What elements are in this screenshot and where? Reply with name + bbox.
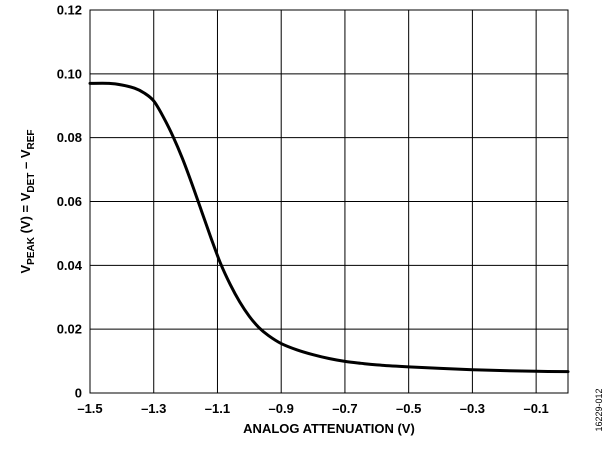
x-axis-tick-labels: –1.5 –1.3 –1.1 –0.9 –0.7 –0.5 –0.3 –0.1	[77, 401, 548, 416]
x-tick-label: –1.3	[141, 401, 166, 416]
x-tick-label: –0.1	[523, 401, 548, 416]
x-tick-label: –0.3	[460, 401, 485, 416]
y-axis-title-part: (V) = V	[18, 192, 33, 237]
series-line-vpeak	[88, 81, 570, 374]
y-axis-tick-labels: 0 0.02 0.04 0.06 0.08 0.10 0.12	[57, 3, 83, 401]
y-tick-label: 0.06	[57, 194, 82, 209]
y-axis-title: VPEAK (V) = VDET – VREF	[18, 129, 37, 273]
x-tick-label: –0.7	[332, 401, 357, 416]
grid-lines	[89, 9, 568, 394]
y-tick-label: 0.08	[57, 130, 82, 145]
y-tick-label: 0.10	[57, 66, 82, 81]
x-tick-label: –1.5	[77, 401, 102, 416]
y-axis-title-part: – V	[18, 149, 33, 172]
x-tick-label: –0.5	[396, 401, 421, 416]
y-tick-label: 0	[75, 386, 82, 401]
y-tick-label: 0.12	[57, 3, 82, 18]
plot-frame	[89, 9, 569, 394]
x-tick-label: –0.9	[269, 401, 294, 416]
y-tick-label: 0.02	[57, 322, 82, 337]
y-tick-label: 0.04	[57, 258, 83, 273]
y-axis-title-part: V	[18, 265, 33, 274]
x-axis-title: ANALOG ATTENUATION (V)	[243, 421, 415, 436]
figure-id: 16229-012	[594, 388, 604, 431]
y-axis-title-subscript: REF	[26, 129, 37, 149]
y-axis-title-subscript: PEAK	[26, 236, 37, 265]
x-tick-label: –1.1	[205, 401, 230, 416]
y-axis-title-subscript: DET	[26, 173, 37, 193]
